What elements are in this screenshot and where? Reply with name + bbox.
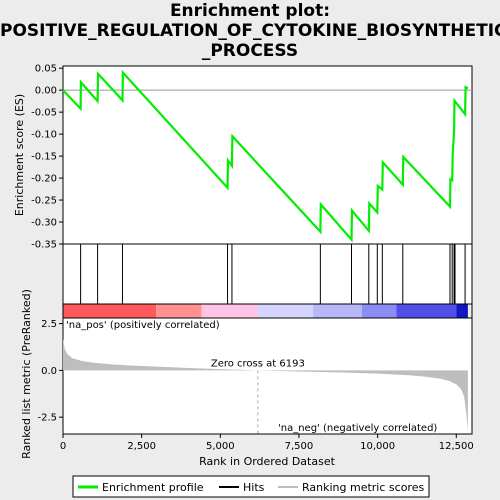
legend: Enrichment profile Hits Ranking metric s… bbox=[72, 475, 430, 498]
colorbar-panel bbox=[62, 303, 473, 319]
es-ytick-label: -0.10 bbox=[31, 130, 57, 141]
title-line-2: POSITIVE_REGULATION_OF_CYTOKINE_BIOSYNTH… bbox=[0, 21, 500, 41]
metric-xtick-label: 0 bbox=[60, 441, 66, 452]
es-plot-area bbox=[62, 65, 473, 245]
metric-xtick-label: 5,000 bbox=[206, 441, 235, 452]
colorbar-segment bbox=[456, 304, 468, 318]
es-ytick-label: -0.20 bbox=[31, 174, 57, 185]
hits-area bbox=[62, 243, 473, 305]
legend-box bbox=[72, 475, 430, 498]
pos-correlated-label: 'na_pos' (positively correlated) bbox=[66, 320, 220, 331]
title-line-1: Enrichment plot: bbox=[169, 1, 331, 21]
es-ytick-label: -0.05 bbox=[31, 108, 57, 119]
es-panel: 0.05 0.00 -0.05 -0.10 -0.15 -0.20 -0.25 -0.30 -0… bbox=[13, 64, 473, 251]
colorbar-segment bbox=[156, 304, 202, 318]
chart-title: Enrichment plot: POSITIVE_REGULATION_OF_… bbox=[0, 1, 500, 61]
es-ylabel: Enrichment score (ES) bbox=[13, 94, 26, 216]
colorbar-segment bbox=[396, 304, 457, 318]
metric-plot-area bbox=[62, 317, 473, 435]
legend-hits-label: Hits bbox=[243, 481, 265, 494]
metric-xtick-label: 10,000 bbox=[360, 441, 395, 452]
metric-ytick-label: 0.0 bbox=[41, 366, 57, 377]
es-ytick-label: -0.35 bbox=[31, 240, 57, 251]
colorbar-segment bbox=[63, 304, 157, 318]
colorbar-segment bbox=[361, 304, 397, 318]
es-ytick-label: -0.15 bbox=[31, 152, 57, 163]
metric-xtick-label: 2,500 bbox=[127, 441, 156, 452]
metric-xtick-label: 7,500 bbox=[285, 441, 314, 452]
colorbar-segment bbox=[257, 304, 314, 318]
metric-ytick-label: 2.5 bbox=[41, 319, 57, 330]
hits-panel bbox=[62, 243, 473, 305]
metric-ytick-label: -2.5 bbox=[37, 413, 57, 424]
legend-metric-label: Ranking metric scores bbox=[302, 481, 424, 494]
neg-correlated-label: 'na_neg' (negatively correlated) bbox=[278, 423, 437, 434]
metric-xlabel: Rank in Ordered Dataset bbox=[199, 455, 336, 468]
metric-panel: Zero cross at 6193 'na_pos' (positively … bbox=[20, 289, 474, 468]
es-ytick-label: -0.25 bbox=[31, 196, 57, 207]
es-ytick-label: -0.30 bbox=[31, 218, 57, 229]
es-ytick-label: 0.00 bbox=[35, 86, 57, 97]
colorbar-segment bbox=[201, 304, 258, 318]
legend-enrichment-label: Enrichment profile bbox=[102, 481, 204, 494]
metric-xtick-label: 12,500 bbox=[439, 441, 474, 452]
es-ytick-label: 0.05 bbox=[35, 64, 57, 75]
enrichment-profile-line bbox=[62, 69, 469, 243]
colorbar-segment bbox=[313, 304, 362, 318]
metric-ylabel: Ranked list metric (PreRanked) bbox=[20, 289, 33, 459]
title-line-3: _PROCESS bbox=[201, 41, 299, 61]
zero-cross-label: Zero cross at 6193 bbox=[211, 358, 305, 369]
